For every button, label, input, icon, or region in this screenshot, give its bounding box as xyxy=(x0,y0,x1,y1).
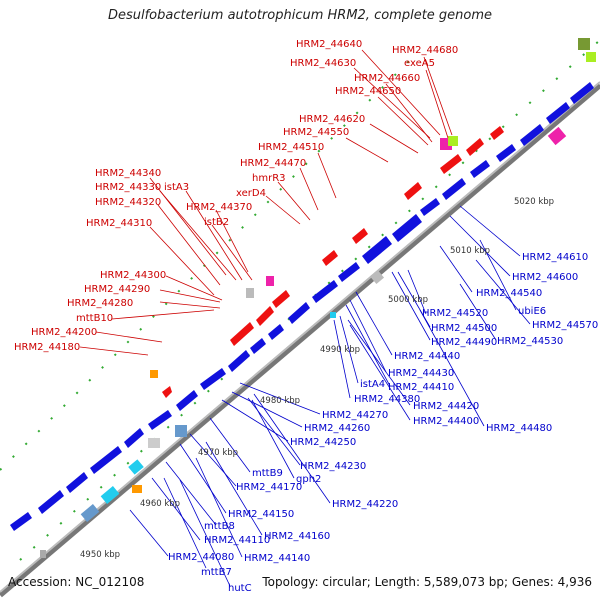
gene-label: HRM2_44440 xyxy=(394,351,460,362)
gene-label: HRM2_44200 xyxy=(31,327,97,338)
gene-label: HRM2_44080 xyxy=(168,552,234,563)
gene-label: exeA5 xyxy=(404,58,435,69)
gene-label: mttB8 xyxy=(204,521,235,532)
kbp-tick: 4950 kbp xyxy=(80,550,120,560)
gene-label: mttB9 xyxy=(252,468,283,479)
kbp-tick: 5020 kbp xyxy=(514,197,554,207)
gene-label: HRM2_44550 xyxy=(283,127,349,138)
forward-strand-features xyxy=(150,38,596,398)
gene-label: HRM2_44280 xyxy=(67,298,133,309)
gene-label: istB2 xyxy=(204,217,229,228)
gene-label: HRM2_44230 xyxy=(300,461,366,472)
kbp-tick: 4970 kbp xyxy=(198,448,238,458)
gene-label: HRM2_44290 xyxy=(84,284,150,295)
gc-dots xyxy=(0,39,600,561)
kbp-tick: 5000 kbp xyxy=(388,295,428,305)
gene-label: hutC xyxy=(228,583,252,594)
gene-label: HRM2_44420 xyxy=(413,401,479,412)
reverse-strand-features xyxy=(10,82,594,558)
gene-label: HRM2_44620 xyxy=(299,114,365,125)
gene-label: HRM2_44410 xyxy=(388,382,454,393)
gene-label: HRM2_44660 xyxy=(354,73,420,84)
gene-label: HRM2_44180 xyxy=(14,342,80,353)
gene-label: HRM2_44500 xyxy=(431,323,497,334)
gene-label: HRM2_44680 xyxy=(392,45,458,56)
gene-label: HRM2_44400 xyxy=(413,416,479,427)
gene-label: HRM2_44630 xyxy=(290,58,356,69)
gene-label: HRM2_44220 xyxy=(332,499,398,510)
gene-label: HRM2_44320 xyxy=(95,197,161,208)
kbp-tick: 4990 kbp xyxy=(320,345,360,355)
gene-label: mttB10 xyxy=(76,313,113,324)
gene-label: HRM2_44250 xyxy=(290,437,356,448)
gene-label: HRM2_44430 xyxy=(388,368,454,379)
gene-label: HRM2_44300 xyxy=(100,270,166,281)
kbp-ticks: 4950 kbp 4960 kbp 4970 kbp 4980 kbp 4990… xyxy=(80,197,554,560)
map-title: Desulfobacterium autotrophicum HRM2, com… xyxy=(107,8,493,23)
gene-label: gph2 xyxy=(296,474,321,485)
gene-label: HRM2_44330 xyxy=(95,182,161,193)
gene-label: HRM2_44540 xyxy=(476,288,542,299)
kbp-tick: 4980 kbp xyxy=(260,396,300,406)
gene-label: HRM2_44470 xyxy=(240,158,306,169)
topology-text: Topology: circular; Length: 5,589,073 bp… xyxy=(262,575,592,589)
gene-label: HRM2_44610 xyxy=(522,252,588,263)
gene-label: HRM2_44260 xyxy=(304,423,370,434)
accession-text: Accession: NC_012108 xyxy=(8,575,145,589)
gene-label: HRM2_44340 xyxy=(95,168,161,179)
gene-label: HRM2_44640 xyxy=(296,39,362,50)
kbp-tick: 4960 kbp xyxy=(140,499,180,509)
gene-label: istA3 xyxy=(164,182,189,193)
gene-label: HRM2_44310 xyxy=(86,218,152,229)
gene-label: HRM2_44380 xyxy=(354,394,420,405)
gene-label: xerD4 xyxy=(236,188,266,199)
gene-label: HRM2_44480 xyxy=(486,423,552,434)
kbp-tick: 5010 kbp xyxy=(450,246,490,256)
reverse-gene-labels: HRM2_44610 HRM2_44600 HRM2_44540 HRM2_44… xyxy=(168,252,598,594)
gene-label: HRM2_44270 xyxy=(322,410,388,421)
forward-leader-lines xyxy=(79,49,453,356)
gene-label: HRM2_44160 xyxy=(264,531,330,542)
genome-backbone xyxy=(0,81,600,598)
gene-label: HRM2_44570 xyxy=(532,320,598,331)
gene-label: HRM2_44600 xyxy=(512,272,578,283)
gene-label: istA4 xyxy=(360,379,385,390)
gene-label: HRM2_44170 xyxy=(236,482,302,493)
gene-label: HRM2_44150 xyxy=(228,509,294,520)
gene-label: HRM2_44520 xyxy=(422,308,488,319)
gene-label: HRM2_44370 xyxy=(186,202,252,213)
gene-label: HRM2_44650 xyxy=(335,86,401,97)
gene-label: HRM2_44530 xyxy=(497,336,563,347)
gene-label: HRM2_44490 xyxy=(431,337,497,348)
gene-label: ubiE6 xyxy=(518,306,546,317)
forward-gene-labels: HRM2_44640 HRM2_44680 HRM2_44630 exeA5 H… xyxy=(14,39,458,353)
gene-label: HRM2_44140 xyxy=(244,553,310,564)
gene-label: HRM2_44110 xyxy=(204,535,270,546)
gene-label: hmrR3 xyxy=(252,173,286,184)
gene-label: mttB7 xyxy=(201,567,232,578)
gene-label: HRM2_44510 xyxy=(258,142,324,153)
reverse-leader-lines xyxy=(129,205,531,587)
